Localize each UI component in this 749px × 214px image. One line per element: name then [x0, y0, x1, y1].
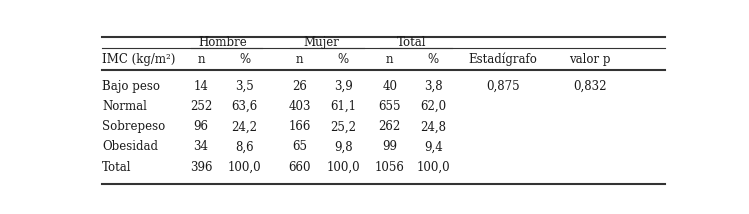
Text: 396: 396: [189, 160, 212, 174]
Text: 100,0: 100,0: [416, 160, 450, 174]
Text: 40: 40: [382, 80, 397, 93]
Text: 9,4: 9,4: [424, 140, 443, 153]
Text: valor p: valor p: [569, 53, 610, 66]
Text: 166: 166: [288, 120, 311, 133]
Text: 655: 655: [378, 100, 401, 113]
Text: IMC (kg/m²): IMC (kg/m²): [103, 53, 176, 66]
Text: 3,5: 3,5: [235, 80, 254, 93]
Text: Estadígrafo: Estadígrafo: [468, 52, 537, 66]
Text: 99: 99: [382, 140, 397, 153]
Text: 0,832: 0,832: [573, 80, 607, 93]
Text: n: n: [386, 53, 393, 66]
Text: Normal: Normal: [103, 100, 148, 113]
Text: 3,8: 3,8: [424, 80, 443, 93]
Text: 0,875: 0,875: [486, 80, 520, 93]
Text: 34: 34: [193, 140, 208, 153]
Text: 25,2: 25,2: [330, 120, 357, 133]
Text: 8,6: 8,6: [235, 140, 254, 153]
Text: 14: 14: [193, 80, 208, 93]
Text: Total: Total: [396, 36, 426, 49]
Text: n: n: [197, 53, 204, 66]
Text: 9,8: 9,8: [334, 140, 353, 153]
Text: 3,9: 3,9: [334, 80, 353, 93]
Text: 63,6: 63,6: [231, 100, 258, 113]
Text: Hombre: Hombre: [198, 36, 247, 49]
Text: 1056: 1056: [374, 160, 404, 174]
Text: 100,0: 100,0: [228, 160, 261, 174]
Text: 252: 252: [190, 100, 212, 113]
Text: Total: Total: [103, 160, 132, 174]
Text: n: n: [296, 53, 303, 66]
Text: Sobrepeso: Sobrepeso: [103, 120, 166, 133]
Text: 100,0: 100,0: [327, 160, 360, 174]
Text: 96: 96: [193, 120, 208, 133]
Text: 403: 403: [288, 100, 311, 113]
Text: 26: 26: [292, 80, 307, 93]
Text: 24,2: 24,2: [231, 120, 258, 133]
Text: Obesidad: Obesidad: [103, 140, 158, 153]
Text: %: %: [428, 53, 439, 66]
Text: 61,1: 61,1: [330, 100, 357, 113]
Text: %: %: [338, 53, 349, 66]
Text: 62,0: 62,0: [420, 100, 446, 113]
Text: Mujer: Mujer: [303, 36, 339, 49]
Text: %: %: [239, 53, 250, 66]
Text: 24,8: 24,8: [420, 120, 446, 133]
Text: Bajo peso: Bajo peso: [103, 80, 160, 93]
Text: 262: 262: [378, 120, 401, 133]
Text: 660: 660: [288, 160, 311, 174]
Text: 65: 65: [292, 140, 307, 153]
